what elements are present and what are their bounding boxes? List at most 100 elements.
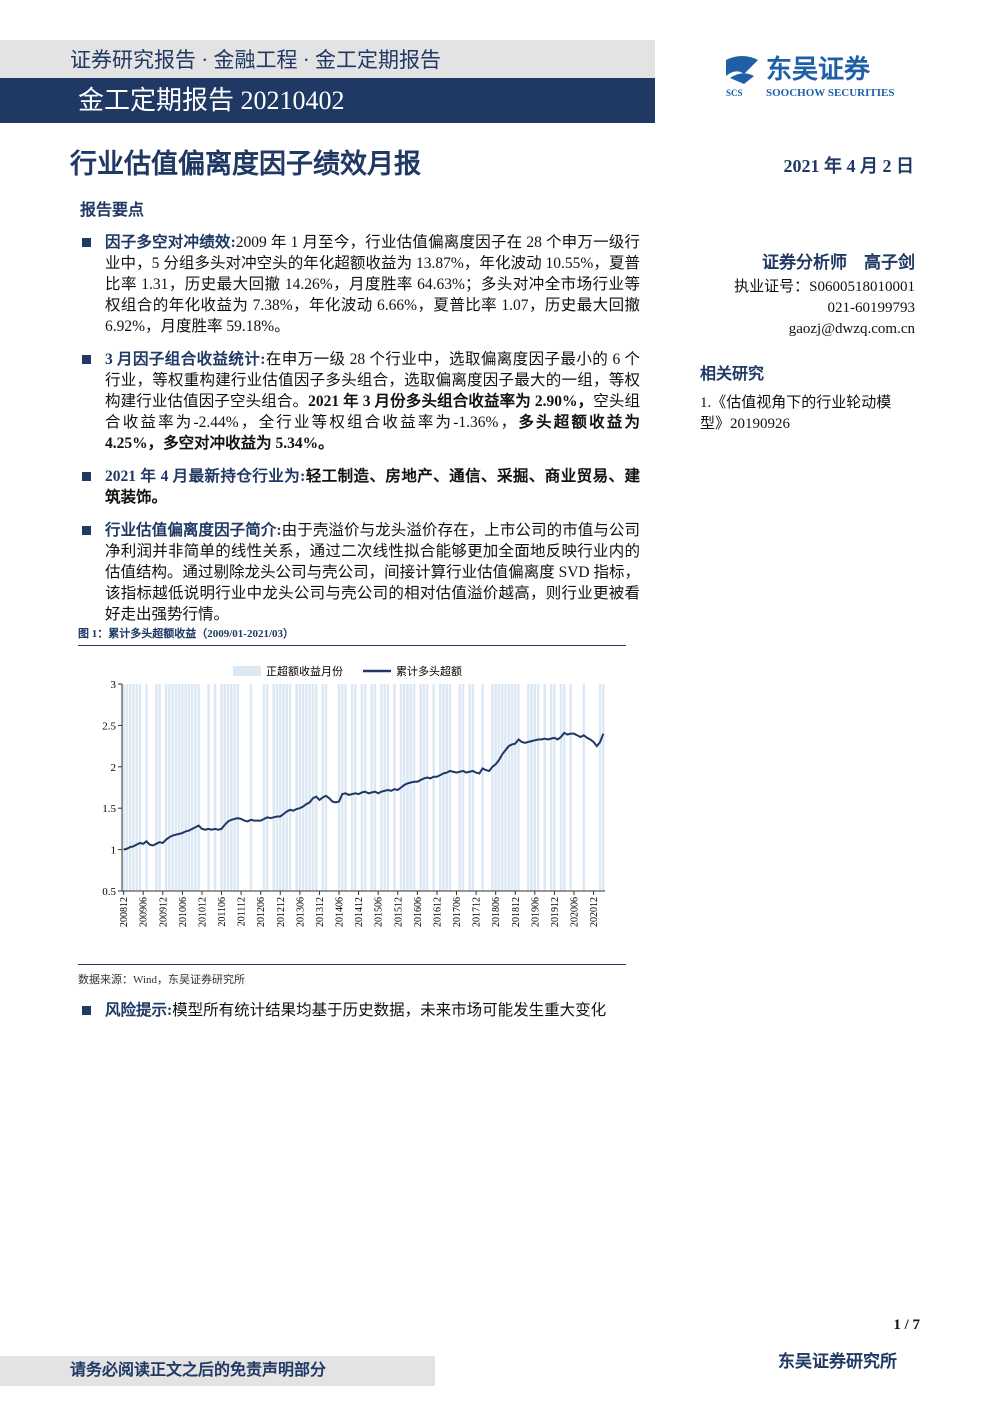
logo-name: 东吴证券 [766,54,871,84]
y-tick-label: 3 [111,679,117,691]
bar [220,684,223,891]
bullet: 3 月因子组合收益统计:在申万一级 28 个行业中，选取偏离度因子最小的 6 个… [80,349,640,454]
bullet: 因子多空对冲绩效:2009 年 1 月至今，行业估值偏离度因子在 28 个申万一… [80,232,640,337]
bar [138,684,142,891]
bullet-text: 空头组合收益率为-2.44%，全行业等权组合收益率为-1.36%， [105,393,640,431]
bar [386,684,390,891]
bar [324,684,328,891]
bar [236,684,240,891]
x-tick-label: 201112 [237,897,248,926]
bar [337,684,341,891]
bar [272,684,275,891]
bar [135,684,138,891]
analyst-line: 证券分析师 高子剑 [700,252,915,273]
x-tick-label: 201206 [256,897,267,927]
bar [354,684,357,891]
x-tick-label: 201906 [530,897,541,927]
x-tick-label: 201512 [393,897,404,927]
header-series: 证券研究报告 · 金融工程 · 金工定期报告 [0,40,655,78]
bar [504,684,507,891]
bar [168,684,171,891]
x-tick-label: 201106 [217,897,228,927]
bar [288,684,292,891]
bar [321,684,324,891]
bar [393,684,396,891]
x-tick-label: 201312 [315,897,326,927]
key-points-heading: 报告要点 [80,202,145,219]
bar [442,684,445,891]
bullet-label: 因子多空对冲绩效: [105,234,236,251]
analyst-name: 高子剑 [864,253,915,272]
bar [282,684,285,891]
y-tick-label: 0.5 [102,886,116,898]
bar [448,684,452,891]
bar [230,684,233,891]
y-tick-label: 1.5 [102,803,116,815]
x-tick-label: 201612 [432,897,443,927]
related-research: 相关研究 1.《估值视角下的行业轮动模型》20190926 [700,364,915,435]
bar [422,684,426,891]
analyst-phone: 021-60199793 [827,300,916,316]
bullet: 2021 年 4 月最新持仓行业为:轻工制造、房地产、通信、采掘、商业贸易、建筑… [80,466,640,508]
bar [514,684,517,891]
bar [279,684,282,891]
x-tick-label: 200812 [119,897,130,927]
bar [373,684,377,891]
x-tick-label: 201212 [276,897,287,927]
line [123,731,605,851]
chart: 正超额收益月份 累计多头超额 0.5 1 1.5 2 2.5 3 200812 200906 200… [78,664,626,965]
bar [190,684,194,891]
bullet: 风险提示:模型所有统计结果均基于历史数据，未来市场可能发生重大变化 [80,1000,640,1021]
analyst-role: 证券分析师 [762,253,847,272]
bar [363,684,367,891]
bar [425,684,429,891]
bar [527,684,530,891]
disclaimer: 请务必阅读正文之后的免责声明部分 [0,1356,435,1386]
bullet-label: 3 月因子组合收益统计: [105,351,266,368]
bar [275,684,279,891]
bullet-text: 在申万一级 28 个行业中，选取偏离度因子最小的 6 个行业，等权重构建行业估值… [105,351,640,410]
bar [562,684,566,891]
bar [171,684,174,891]
risk: 风险提示:模型所有统计结果均基于历史数据，未来市场可能发生重大变化 [80,1000,640,1033]
logo-mark [730,73,754,84]
analyst: 证券分析师 高子剑 执业证号：S0600518010001 021-601997… [700,252,915,340]
bar [158,684,161,891]
bar [207,684,210,891]
legend-swatch [233,666,261,676]
bar [419,684,422,891]
bar [265,684,269,891]
bar [155,684,158,891]
bar [311,684,315,891]
x-tick-label: 201706 [452,897,463,927]
x-tick-label: 201306 [295,897,306,927]
bar [543,684,546,891]
bullet-text: 模型所有统计结果均基于历史数据，未来市场可能发生重大变化 [172,1002,607,1019]
bar [197,684,200,891]
bar [128,684,132,891]
x-tick-label: 201606 [413,897,424,927]
bar [370,684,373,891]
bar [409,684,413,891]
bar [536,684,540,891]
bar [132,684,135,891]
bar [308,684,311,891]
bar [305,684,308,891]
analyst-email: gaozj@dwzq.com.cn [788,321,915,337]
bar [298,684,302,891]
y-tick-label: 1 [111,845,117,857]
header-banner: 金工定期报告 20210402 [0,78,655,123]
bar [510,684,514,891]
x-tick-label: 201812 [511,897,522,927]
x-tick-label: 201506 [374,897,385,927]
analyst-license: 执业证号：S0600518010001 [734,279,915,295]
bar [122,684,125,891]
bar [187,684,191,891]
bar [494,684,497,891]
bar [458,684,462,891]
bar [249,684,253,891]
bar [530,684,533,891]
bar [145,684,148,891]
bar [497,684,501,891]
y-tick-label: 2.5 [102,720,116,732]
